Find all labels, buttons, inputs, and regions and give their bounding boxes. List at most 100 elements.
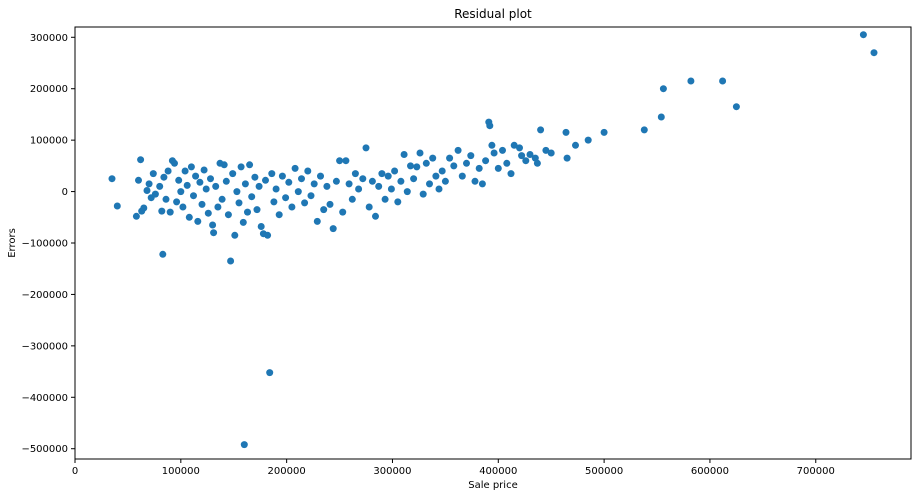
data-point xyxy=(291,164,299,172)
data-point xyxy=(503,159,511,167)
data-point xyxy=(518,152,526,160)
data-point xyxy=(510,141,518,149)
data-point xyxy=(494,164,502,172)
y-tick-label: −300000 xyxy=(21,341,68,352)
data-point xyxy=(212,182,220,190)
data-point xyxy=(533,159,541,167)
data-point xyxy=(164,167,172,175)
data-point xyxy=(426,180,433,188)
x-tick-label: 400000 xyxy=(479,466,517,477)
data-point xyxy=(294,188,302,196)
x-tick-label: 500000 xyxy=(585,466,623,477)
data-point xyxy=(488,141,496,149)
data-point xyxy=(137,156,145,164)
data-point xyxy=(158,207,166,215)
data-point xyxy=(320,206,328,214)
data-point xyxy=(397,177,405,185)
y-axis-ticks: 300000 200000 100000 0 −100000 −200000 −300000… xyxy=(21,33,75,455)
data-point xyxy=(432,172,440,180)
data-point xyxy=(435,185,443,193)
data-point xyxy=(413,163,421,171)
data-point xyxy=(143,187,151,194)
data-point xyxy=(416,149,424,157)
data-point xyxy=(384,172,392,180)
x-tick-label: 300000 xyxy=(373,466,411,477)
data-point xyxy=(278,172,286,180)
data-point xyxy=(187,163,195,171)
data-point xyxy=(438,167,446,175)
data-point xyxy=(255,182,263,190)
data-point xyxy=(177,188,185,196)
data-point xyxy=(410,175,418,183)
data-point xyxy=(375,182,383,190)
x-tick-label: 100000 xyxy=(162,466,200,477)
data-point xyxy=(192,172,200,180)
data-point xyxy=(454,146,462,154)
data-point xyxy=(326,200,334,208)
data-point xyxy=(140,204,148,212)
data-point xyxy=(151,190,159,198)
data-point xyxy=(313,217,321,225)
data-point xyxy=(183,181,191,189)
data-point xyxy=(239,218,247,226)
data-point xyxy=(516,144,523,152)
data-point xyxy=(547,149,555,157)
data-point xyxy=(214,203,222,211)
data-point xyxy=(246,161,254,169)
data-point xyxy=(159,250,167,258)
data-point xyxy=(345,180,353,188)
data-point xyxy=(475,164,483,172)
data-point xyxy=(166,208,174,216)
data-point xyxy=(400,151,408,158)
data-point xyxy=(171,159,178,167)
data-point xyxy=(310,180,318,188)
data-point xyxy=(359,175,367,183)
data-point xyxy=(450,162,458,170)
data-point xyxy=(307,192,315,200)
data-point xyxy=(870,49,878,57)
data-point xyxy=(268,170,276,178)
x-tick-label: 0 xyxy=(72,466,78,477)
data-point xyxy=(190,192,197,200)
data-point xyxy=(659,85,667,93)
x-tick-label: 700000 xyxy=(797,466,835,477)
data-point xyxy=(220,161,228,169)
data-point xyxy=(224,211,232,219)
data-point xyxy=(336,157,344,165)
data-point xyxy=(160,173,168,181)
data-point xyxy=(264,231,272,239)
data-point xyxy=(149,170,157,178)
y-tick-label: 0 xyxy=(62,187,68,198)
data-point xyxy=(542,146,550,154)
data-point xyxy=(222,177,230,185)
data-point xyxy=(156,182,164,190)
data-point xyxy=(563,154,571,162)
data-point xyxy=(372,212,379,220)
data-point xyxy=(209,221,217,229)
data-point xyxy=(323,182,331,190)
data-point xyxy=(463,159,470,167)
data-point xyxy=(507,170,515,178)
data-point xyxy=(458,172,466,180)
data-point xyxy=(285,178,293,186)
data-point xyxy=(478,180,486,188)
y-tick-label: −100000 xyxy=(21,239,68,250)
data-point xyxy=(342,157,350,165)
data-point xyxy=(482,157,490,165)
data-point xyxy=(378,170,386,178)
data-point xyxy=(179,203,187,211)
data-point xyxy=(185,213,193,221)
data-point xyxy=(198,200,206,208)
data-point xyxy=(181,167,189,175)
data-point xyxy=(227,257,235,265)
data-point xyxy=(562,128,570,136)
data-point xyxy=(499,146,506,154)
data-point xyxy=(467,152,475,160)
data-point xyxy=(351,170,359,178)
data-point xyxy=(229,170,237,178)
data-point xyxy=(194,217,202,225)
data-point xyxy=(298,175,305,183)
data-point xyxy=(407,162,414,170)
